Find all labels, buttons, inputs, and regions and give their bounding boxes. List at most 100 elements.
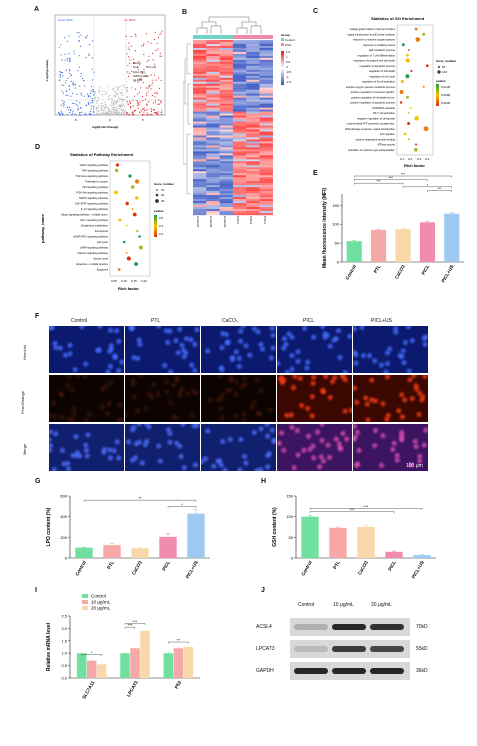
wb-band bbox=[370, 646, 404, 652]
kegg-xtick-0: 0.05 bbox=[111, 279, 117, 283]
go-term-label: p53/MAPK cascade bbox=[372, 106, 395, 110]
heatmap-group-picl: PICL bbox=[285, 43, 292, 47]
bar bbox=[395, 229, 411, 262]
x-tick-label: PTL bbox=[106, 560, 115, 570]
wb-kd-gapdh: 36kD bbox=[416, 668, 428, 674]
microscopy-tile bbox=[49, 424, 124, 471]
wb-col-10: 10 μg/mL bbox=[333, 602, 354, 608]
y-tick-label: 2.0 bbox=[61, 626, 67, 631]
volcano-legend-control: Control bbox=[133, 62, 141, 65]
kegg-dot bbox=[126, 256, 131, 261]
x-tick-label: SLC7A11 bbox=[81, 680, 96, 700]
y-tick-label: 0.0 bbox=[61, 676, 67, 681]
go-legend-color-1: 0.0090 bbox=[441, 93, 451, 97]
microscopy-tile bbox=[49, 326, 124, 373]
kegg-term-label: Cancer cycle bbox=[93, 257, 109, 261]
bar bbox=[120, 653, 130, 678]
significance-bracket bbox=[309, 508, 423, 510]
microscopy-tile bbox=[201, 424, 276, 471]
go-term-label: NF-T cell activation bbox=[373, 111, 396, 115]
significance-bracket bbox=[354, 175, 452, 178]
kegg-dot bbox=[134, 179, 140, 184]
bar bbox=[346, 241, 362, 262]
go-term-label: negative regulation of cell growth bbox=[357, 116, 395, 120]
kegg-legend-color-2: 0.2 bbox=[159, 232, 164, 236]
x-tick-label: PICL bbox=[421, 264, 431, 276]
significance-label: *** bbox=[376, 180, 381, 184]
kegg-legend-size-0: 10 bbox=[161, 188, 165, 192]
bar bbox=[173, 648, 184, 678]
kegg-dot bbox=[113, 190, 118, 195]
go-term-label: positive regulation of interleukin-6 pro… bbox=[351, 95, 395, 99]
y-axis-label: Mean fluorescence intensity (MFI) bbox=[322, 188, 328, 269]
heatmap-col-4: PICL2 bbox=[249, 216, 253, 225]
go-term-label: regulation of programmed cell death bbox=[353, 59, 395, 63]
go-dot bbox=[410, 69, 413, 73]
x-tick-label: Control bbox=[300, 560, 313, 577]
bar bbox=[444, 213, 460, 262]
go-term-label: voltage-gated calcium channel complex bbox=[350, 27, 396, 31]
go-term-label: reactive oxygen species metabolic proces… bbox=[346, 85, 396, 89]
kegg-dot bbox=[131, 185, 135, 189]
bar bbox=[371, 229, 387, 262]
y-tick-label: 100 bbox=[332, 222, 339, 227]
panel-label-b: B bbox=[182, 9, 188, 16]
microscopy-tile bbox=[277, 326, 352, 373]
go-dot bbox=[406, 53, 409, 57]
volcano-legend-down: Down (841) bbox=[133, 71, 146, 74]
x-tick-label: CaCO3 bbox=[357, 560, 369, 576]
bar bbox=[131, 548, 149, 558]
panel-label-h: H bbox=[261, 478, 267, 485]
go-dot bbox=[414, 147, 418, 152]
kegg-dot bbox=[128, 174, 132, 178]
volcano-xtick-0: -5 bbox=[74, 118, 77, 122]
heatmap-scale-2: 0.5 bbox=[286, 60, 291, 64]
x-tick-label: PICL+US bbox=[441, 264, 455, 283]
y-axis-label: Relative mRNA level bbox=[46, 622, 52, 671]
significance-bracket bbox=[402, 186, 452, 189]
wb-col-control: Control bbox=[298, 602, 315, 608]
panel-label-e: E bbox=[313, 170, 318, 177]
kegg-dot bbox=[125, 224, 128, 227]
panel-label-i: I bbox=[35, 587, 37, 594]
bar bbox=[183, 647, 194, 678]
go-dot bbox=[415, 37, 421, 42]
go-dot bbox=[414, 116, 419, 121]
x-tick-label: PTL bbox=[373, 264, 382, 274]
y-tick-label: 600 bbox=[60, 494, 67, 499]
go-dot bbox=[423, 126, 429, 132]
y-tick-label: 1.5 bbox=[61, 638, 67, 643]
micro-col-ptl: PTL bbox=[151, 318, 161, 324]
go-legend-color-0: 0.0135 bbox=[441, 85, 451, 89]
significance-label: *** bbox=[350, 507, 355, 512]
significance-bracket bbox=[83, 499, 197, 502]
kegg-term-label: Hippo signaling pathway - multiple speci… bbox=[61, 213, 108, 217]
bar bbox=[413, 555, 431, 558]
significance-bracket bbox=[81, 654, 102, 656]
kegg-xlabel: Rich factor bbox=[118, 286, 139, 291]
micro-row-merge: Merge bbox=[22, 443, 28, 456]
heatmap-scale-4: -0.5 bbox=[286, 70, 292, 74]
go-title: Statistics of GO Enrichment bbox=[371, 16, 425, 21]
go-dot bbox=[415, 143, 418, 146]
significance-bracket bbox=[309, 511, 395, 514]
bar bbox=[187, 513, 205, 558]
go-term-label: regulation of cell death bbox=[369, 69, 396, 73]
microscopy-tile bbox=[125, 326, 200, 373]
y-axis-label: LPO content (%) bbox=[46, 507, 52, 546]
go-dot bbox=[407, 138, 410, 141]
wb-label-acsl4: ACSL4 bbox=[256, 624, 272, 630]
kegg-ylabel: pathway_name bbox=[40, 214, 45, 243]
kegg-term-label: PI3K-Akt signaling pathway bbox=[76, 191, 108, 195]
go-term-label: mitochondrial ATP synthesis coupled elec… bbox=[347, 122, 396, 126]
panel-label-f: F bbox=[35, 313, 40, 320]
go-term-label: calcium-dependent protein binding bbox=[355, 137, 395, 141]
heatmap-group-title: Group bbox=[281, 33, 290, 37]
go-enrichment-plot: Statistics of GO Enrichment voltage-gate… bbox=[345, 16, 457, 168]
go-dot bbox=[422, 85, 425, 88]
bar bbox=[329, 527, 347, 558]
heatmap-scale-1: 1 bbox=[286, 55, 288, 59]
kegg-legend-size-2: 40 bbox=[161, 199, 165, 203]
y-tick-label: 2.5 bbox=[61, 614, 67, 619]
kegg-term-label: Pathways in cancer bbox=[86, 180, 109, 184]
